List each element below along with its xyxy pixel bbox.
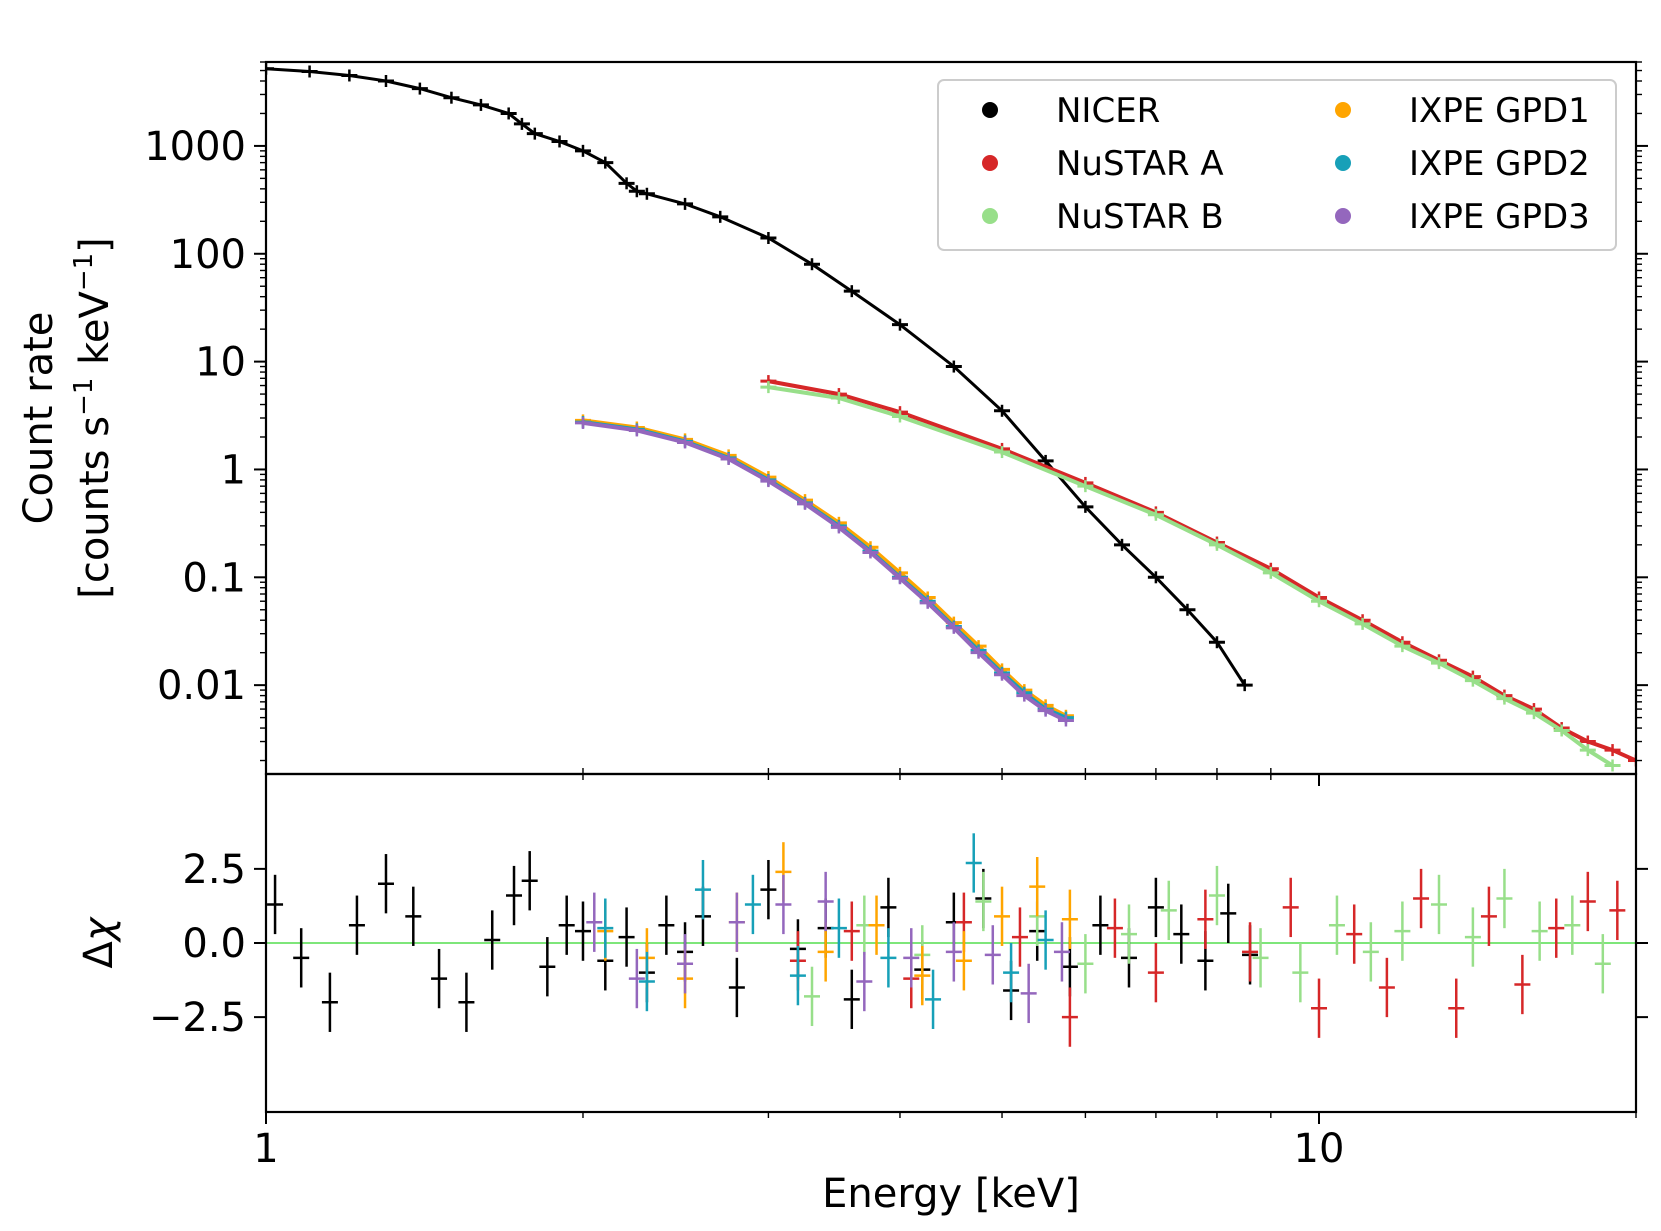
legend-entry-nicer: NICER [982, 91, 1160, 131]
legend-entry-ixpe-gpd2: IXPE GPD2 [1335, 144, 1590, 184]
legend-label: NuSTAR A [1056, 144, 1224, 184]
legend-label: IXPE GPD3 [1409, 197, 1590, 237]
residuals-nustar-a [789, 868, 1626, 1047]
legend-box [937, 79, 1617, 251]
x-axis-label: Energy [keV] [822, 1171, 1080, 1217]
bottom-panel-frame [264, 772, 1638, 1114]
legend-entry-ixpe-gpd1: IXPE GPD1 [1335, 91, 1590, 131]
top-panel-ticks: 1000 100 10 1 0.1 0.01 [144, 61, 1648, 786]
legend-label: NuSTAR B [1056, 197, 1224, 237]
legend-marker [1335, 208, 1351, 224]
residuals-ixpe-gpd2 [597, 833, 1054, 1029]
legend-label: NICER [1056, 91, 1160, 131]
residual-y-tick-label: 0.0 [182, 921, 246, 967]
series-nicer [266, 62, 1253, 692]
x-tick-label: 10 [1294, 1126, 1345, 1172]
bottom-panel-ticks: 2.5 0.0 −2.5 1 10 [149, 768, 1648, 1172]
legend-entry-nustar-b: NuSTAR B [982, 197, 1224, 237]
legend-label: IXPE GPD2 [1409, 144, 1590, 184]
y-tick-label: 100 [170, 232, 246, 278]
y-label-line2: [counts s−1 keV−1] [69, 237, 118, 599]
top-y-axis-label: Count rate [counts s−1 keV−1] [16, 237, 118, 599]
model-line-nustar-b [768, 385, 1614, 768]
y-tick-label: 0.1 [182, 555, 246, 601]
y-label-delta-chi: Δχ [76, 916, 122, 968]
residual-y-tick-label: −2.5 [149, 995, 246, 1041]
legend: NICER NuSTAR A NuSTAR B IXPE GPD1 IXPE GPD2 I… [937, 79, 1617, 251]
model-line-ixpe-gpd3 [582, 420, 1067, 723]
top-panel-series [266, 62, 1636, 772]
y-tick-label: 1000 [144, 124, 246, 170]
y-tick-label: 0.01 [157, 663, 246, 709]
legend-marker [1335, 102, 1351, 118]
legend-entry-ixpe-gpd3: IXPE GPD3 [1335, 197, 1590, 237]
legend-marker [982, 208, 998, 224]
legend-marker [1335, 155, 1351, 171]
series-ixpe-gpd3 [574, 416, 1074, 727]
legend-entry-nustar-a: NuSTAR A [982, 144, 1224, 184]
count-rate-panel: 1000 100 10 1 0.1 0.01 Count rate [counts s−1… [16, 60, 1648, 786]
y-tick-label: 10 [195, 340, 246, 386]
residuals-ixpe-gpd3 [586, 871, 1070, 1024]
residual-panel: 2.5 0.0 −2.5 1 10 Δχ Energy [keV] [76, 768, 1648, 1217]
y-tick-label: 1 [221, 447, 246, 493]
model-line-ixpe-gpd1 [582, 418, 1067, 718]
x-tick-label: 1 [253, 1126, 278, 1172]
legend-label: IXPE GPD1 [1409, 91, 1590, 131]
residuals-nustar-b [804, 865, 1611, 1027]
y-label-line1: Count rate [16, 312, 62, 525]
bottom-panel-series [266, 833, 1636, 1047]
legend-marker [982, 155, 998, 171]
residual-y-tick-label: 2.5 [182, 847, 246, 893]
legend-marker [982, 102, 998, 118]
series-nustar-b [760, 381, 1621, 772]
